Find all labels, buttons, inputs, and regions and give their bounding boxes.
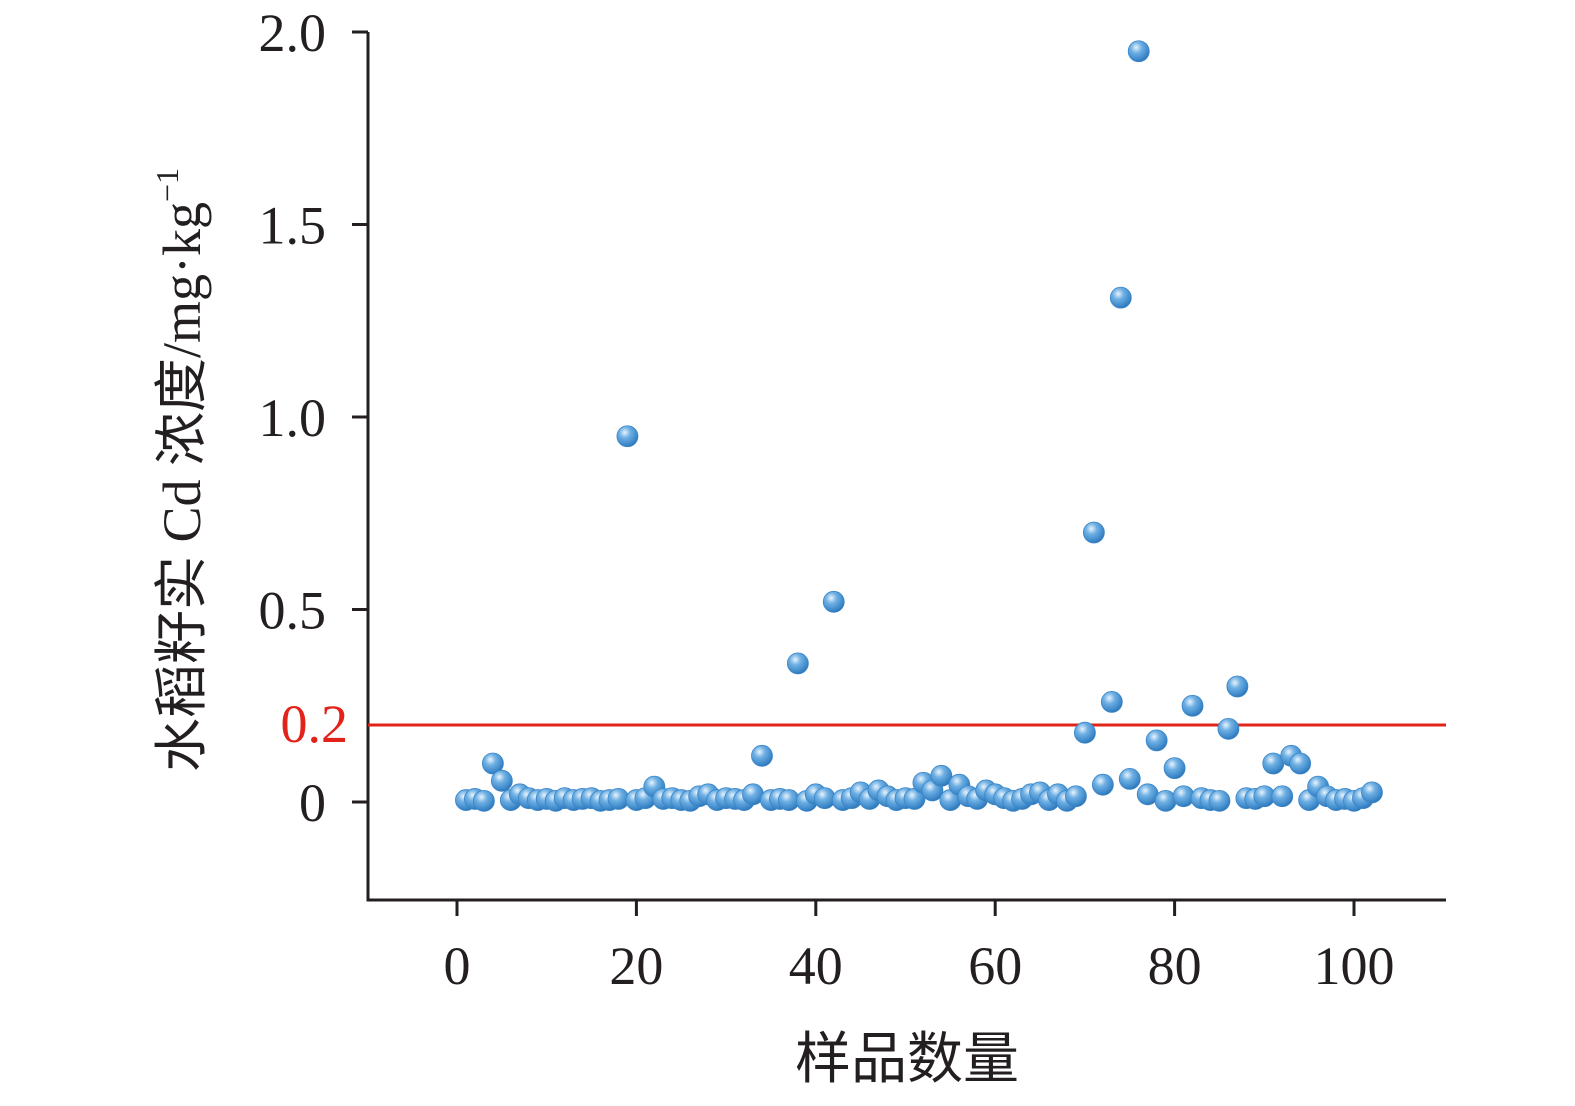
y-tick-label: 0: [299, 773, 326, 833]
x-axis-title: 样品数量: [795, 1029, 1019, 1091]
x-tick-label: 40: [789, 936, 843, 996]
data-point: [1289, 752, 1312, 775]
data-point: [1208, 789, 1231, 812]
threshold-label: 0.2: [281, 694, 349, 754]
data-point: [1082, 521, 1105, 544]
y-axis-title: 水稻籽实 Cd 浓度/mg·kg−1: [149, 168, 212, 772]
data-point: [1127, 40, 1150, 63]
data-point: [1118, 768, 1141, 790]
x-tick-label: 20: [609, 936, 663, 996]
y-ticks: 0 0.5 1.0 1.5 2.0: [259, 3, 368, 833]
data-points: [455, 40, 1383, 812]
data-point: [1109, 286, 1132, 309]
data-point: [1181, 694, 1204, 717]
y-tick-label: 1.5: [259, 196, 327, 256]
data-point: [1154, 789, 1177, 812]
data-point: [1091, 773, 1114, 796]
data-point: [1065, 785, 1087, 808]
data-point: [1145, 729, 1168, 752]
data-point: [786, 652, 809, 675]
y-axis-title-superscript: −1: [149, 168, 185, 202]
y-axis-title-main: 水稻籽实 Cd 浓度/mg·kg: [152, 202, 212, 772]
x-tick-label: 60: [968, 936, 1022, 996]
threshold-group: 0.2: [281, 694, 1446, 754]
x-ticks: 0 20 40 60 80 100: [444, 900, 1395, 996]
x-tick-label: 0: [444, 936, 471, 996]
data-point: [1226, 675, 1249, 698]
x-tick-label: 100: [1314, 936, 1395, 996]
data-point: [822, 590, 845, 613]
data-point: [616, 425, 639, 448]
data-point: [1271, 785, 1294, 808]
x-tick-label: 80: [1148, 936, 1202, 996]
data-point: [1361, 781, 1383, 804]
data-point: [481, 752, 504, 775]
y-tick-label: 1.0: [259, 388, 327, 448]
axes: [366, 32, 1446, 902]
data-point: [1100, 691, 1123, 713]
y-tick-label: 0.5: [259, 581, 327, 641]
data-point: [1074, 721, 1096, 744]
data-point: [751, 744, 773, 767]
data-point: [1217, 717, 1240, 740]
data-point: [930, 764, 953, 787]
data-point: [473, 789, 495, 812]
data-point: [1163, 757, 1186, 780]
data-point: [490, 769, 513, 792]
y-tick-label: 2.0: [259, 3, 327, 63]
